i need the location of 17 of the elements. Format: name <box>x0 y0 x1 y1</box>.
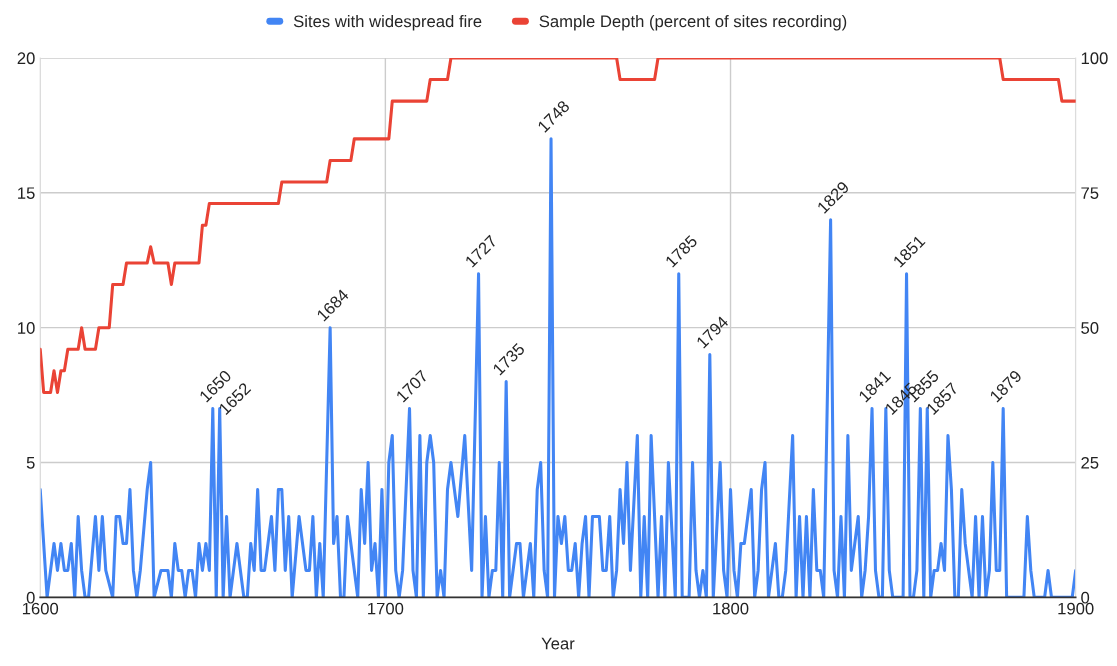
y2-tick-label: 25 <box>1081 456 1099 469</box>
x-tick-label: 1600 <box>22 602 59 615</box>
y-tick-label: 0 <box>26 591 35 604</box>
legend-label: Sample Depth (percent of sites recording) <box>539 15 847 31</box>
y2-tick-label: 50 <box>1081 322 1099 334</box>
y2-tick-label: 75 <box>1081 187 1099 200</box>
y-tick-label: 20 <box>17 52 35 65</box>
y2-tick-label: 0 <box>1081 591 1090 604</box>
x-tick-label: 1700 <box>368 602 404 615</box>
y-tick-label: 15 <box>18 187 35 200</box>
y-tick-label: 5 <box>26 457 35 469</box>
x-axis-title: Year <box>541 637 575 650</box>
x-tick-label: 1900 <box>1058 602 1094 615</box>
y-tick-label: 10 <box>18 322 35 334</box>
legend-label: Sites with widespread fire <box>293 15 482 31</box>
y2-tick-label: 100 <box>1081 52 1108 65</box>
x-tick-label: 1800 <box>713 602 749 615</box>
